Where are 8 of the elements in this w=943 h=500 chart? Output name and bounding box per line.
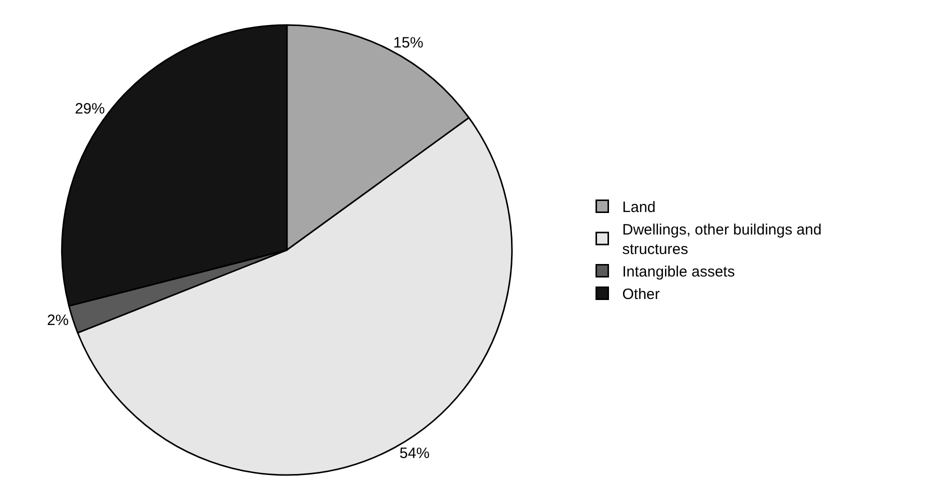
legend-label: Intangible assets (622, 264, 735, 281)
legend-label: Land (622, 199, 656, 216)
legend-label: Dwellings, other buildings and structures (622, 222, 822, 258)
data-label: 15% (393, 34, 424, 52)
data-label: 2% (46, 312, 69, 329)
legend-label: Other (622, 286, 660, 304)
data-label: 29% (74, 100, 105, 118)
data-label: 54% (400, 445, 430, 462)
